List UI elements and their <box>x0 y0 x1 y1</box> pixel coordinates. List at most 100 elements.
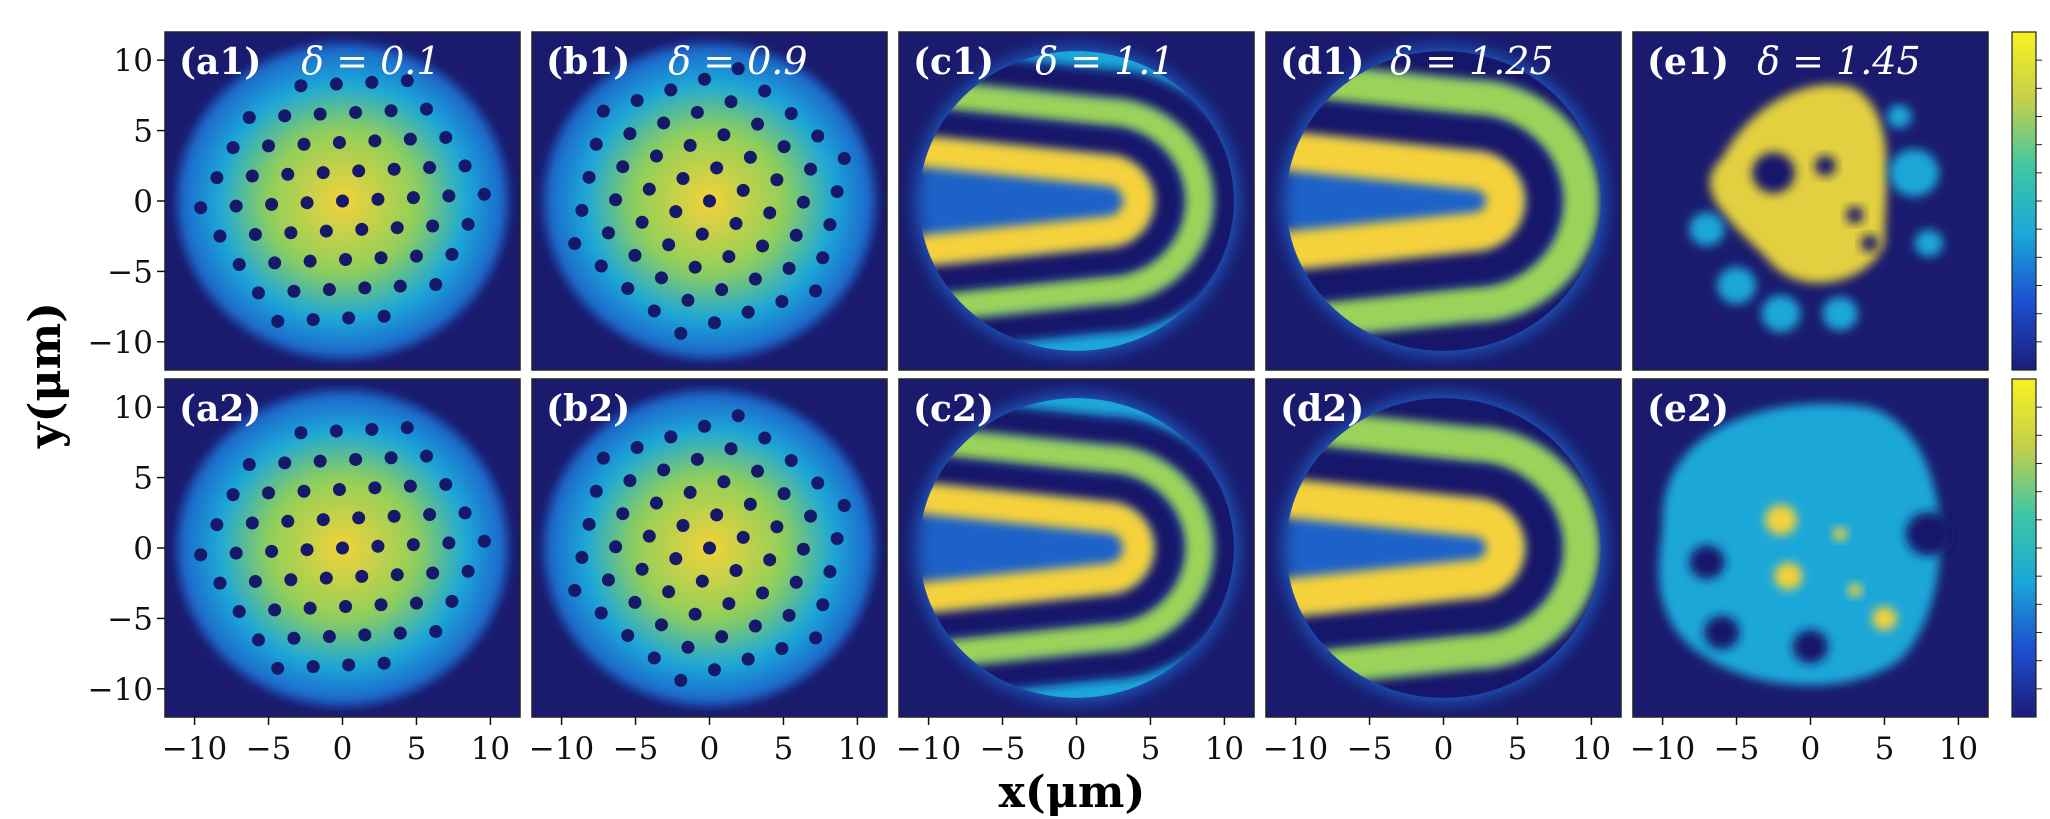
vortex-core <box>575 203 589 217</box>
vortex-core <box>229 199 243 213</box>
density-stripe <box>919 51 1234 351</box>
x-tick-label: −5 <box>246 731 292 767</box>
vortex-core <box>271 661 285 675</box>
vortex-core <box>751 464 765 478</box>
density-stripe <box>919 105 1184 297</box>
vortex-core <box>332 136 346 150</box>
vortex-core <box>477 534 491 548</box>
vortex-core <box>393 626 407 640</box>
vortex-core <box>743 150 757 164</box>
x-tick-label: 10 <box>1939 731 1978 767</box>
x-tick-label: 0 <box>1801 731 1821 767</box>
vortex-core <box>294 79 308 93</box>
panels-layer: (a1) δ = 0.1 (a2) (b1) δ = 0.9 (b2) (c1) δ = 1.… <box>164 31 1989 718</box>
vortex-core <box>596 104 610 118</box>
vortex-core <box>642 529 656 543</box>
vortex-core <box>390 221 404 235</box>
panel-label: (c1) <box>913 41 994 83</box>
vortex-core <box>722 250 736 264</box>
vortex-core <box>439 477 453 491</box>
x-tick-label: 10 <box>471 731 510 767</box>
panel-frame <box>1265 31 1622 371</box>
vortex-core <box>589 484 603 498</box>
x-tick-label: 0 <box>333 731 353 767</box>
vortex-core <box>647 304 661 318</box>
vortex-core <box>601 573 615 587</box>
vortex-core <box>213 576 227 590</box>
heatmap-panel-d1: (d1) δ = 1.25 <box>1265 31 1622 371</box>
droplet <box>1764 504 1797 536</box>
vortex-core <box>477 187 491 201</box>
vortex-core <box>268 256 282 270</box>
vortex-core <box>681 293 695 307</box>
colorbar-gradient <box>2011 378 2037 718</box>
vortex-core <box>681 640 695 654</box>
y-tick-label: −10 <box>88 672 153 708</box>
colorbar-gradient <box>2011 31 2037 371</box>
panel-label: (a1) <box>179 41 261 83</box>
vortex-core <box>300 543 314 557</box>
vortex-core <box>649 496 663 510</box>
vortex-core <box>688 260 702 274</box>
vortex-core <box>568 237 582 251</box>
vortex-core <box>210 518 224 532</box>
vortex-core <box>763 206 777 220</box>
density-hole <box>1905 511 1952 556</box>
vortex-core <box>403 479 417 493</box>
vortex-core <box>601 226 615 240</box>
heatmap-panel-b1: (b1) δ = 0.9 <box>531 31 888 371</box>
vortex-core <box>830 532 844 546</box>
vortex-core <box>804 509 818 523</box>
vortex-core <box>837 498 851 512</box>
vortex-core <box>245 516 259 530</box>
vortex-core <box>420 449 434 463</box>
vortex-core <box>355 569 369 583</box>
vortex-core <box>371 539 385 553</box>
vortex-core <box>775 295 789 309</box>
density-stripe <box>1286 94 1562 308</box>
vortex-core <box>297 484 311 498</box>
x-tick-label: 5 <box>1875 731 1895 767</box>
vortex-core <box>609 540 623 554</box>
panel-label: (a2) <box>179 388 261 430</box>
x-tick-label: 5 <box>1508 731 1528 767</box>
heatmap-panel-c2: (c2) <box>898 378 1255 718</box>
vortex-core <box>265 544 279 558</box>
vortex-core <box>782 261 796 275</box>
x-tick-label: 5 <box>774 731 794 767</box>
y-tick-label: −10 <box>88 325 153 361</box>
droplet-cluster <box>1709 84 1887 283</box>
density-stripe <box>919 424 1214 672</box>
vortex-core <box>352 511 366 525</box>
vortex-core <box>731 409 745 423</box>
vortex-core <box>194 201 208 215</box>
vortex-core <box>322 630 336 644</box>
vortex-core <box>657 463 671 477</box>
vortex-core <box>635 562 649 576</box>
vortex-core <box>649 149 663 163</box>
vortex-core <box>297 137 311 151</box>
vortex-core <box>669 205 683 219</box>
vortex-core <box>789 575 803 589</box>
vortex-core <box>339 599 353 613</box>
x-tick-label: 0 <box>1067 731 1087 767</box>
droplet <box>1717 266 1757 305</box>
vortex-core <box>426 219 440 233</box>
vortex-core <box>717 475 731 489</box>
vortex-core <box>809 631 823 645</box>
vortex-core <box>784 454 798 468</box>
vortex-core <box>358 628 372 642</box>
vortex-core <box>621 628 635 642</box>
panel-label: (e1) <box>1647 41 1729 83</box>
vortex-core <box>724 95 738 109</box>
droplet <box>1914 229 1944 257</box>
vortex-core <box>281 167 295 181</box>
vortex-core <box>349 105 363 119</box>
vortex-core <box>271 314 285 328</box>
vortex-core <box>837 151 851 165</box>
vortex-core <box>683 138 697 152</box>
vortex-core <box>690 452 704 466</box>
density-hole <box>1814 155 1836 176</box>
y-tick-label: −5 <box>107 254 153 290</box>
